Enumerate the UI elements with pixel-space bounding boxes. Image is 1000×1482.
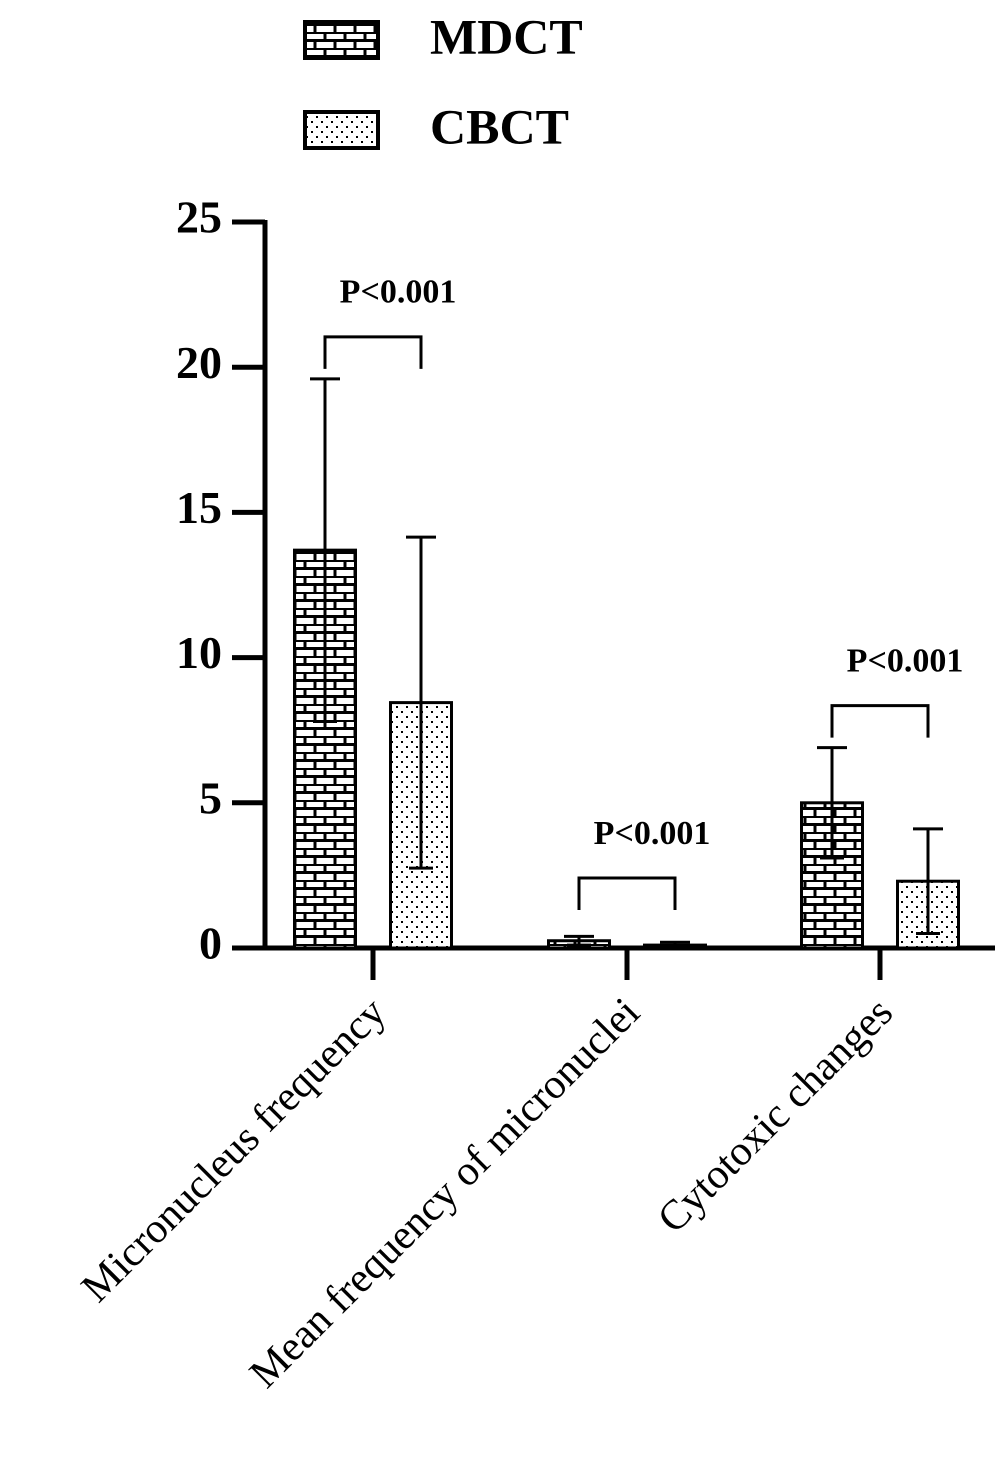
significance-bracket [830,704,930,738]
y-tick-label: 25 [176,192,222,243]
annotation: P<0.001 [340,274,457,311]
y-tick-label: 0 [199,918,222,969]
legend-swatch [303,110,380,150]
legend-swatch [303,20,380,60]
legend-label: MDCT [430,8,583,64]
y-tick-label: 20 [176,337,222,388]
annotation: P<0.001 [847,642,964,679]
y-tick-label: 15 [176,482,222,533]
x-tick-label: Cytotoxic changes [649,989,902,1242]
y-tick-label: 10 [176,627,222,678]
significance-bracket [323,335,423,369]
y-tick-label: 5 [199,772,222,823]
significance-bracket [577,876,677,910]
annotation: P<0.001 [594,815,711,852]
legend-label: CBCT [430,98,569,154]
